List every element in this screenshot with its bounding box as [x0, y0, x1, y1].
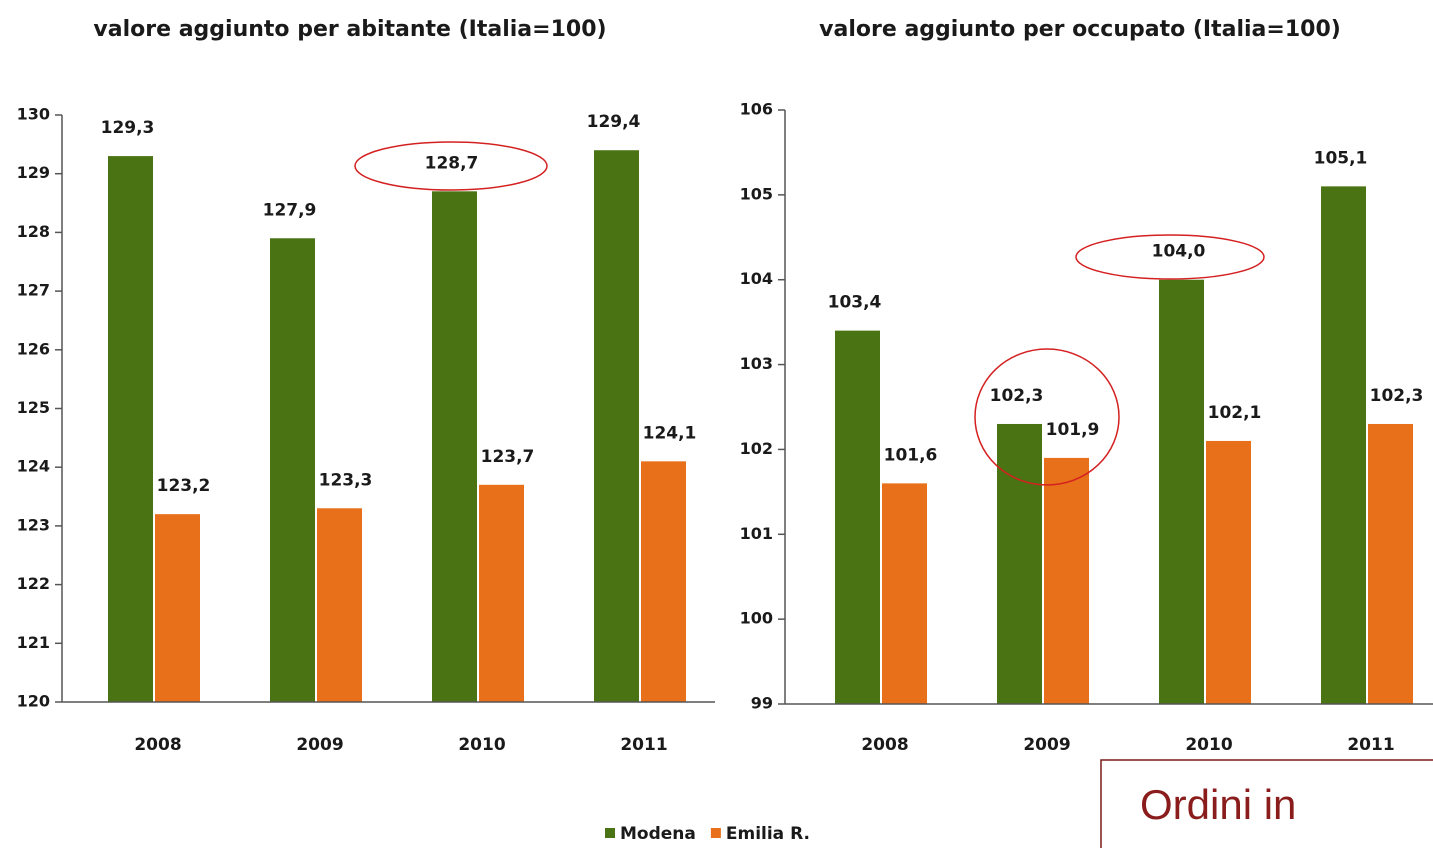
- bar: [882, 483, 927, 704]
- bar: [155, 514, 200, 702]
- data-label: 129,4: [587, 112, 641, 132]
- x-tick-label: 2009: [296, 735, 343, 755]
- bar: [1159, 279, 1204, 704]
- x-tick-label: 2010: [1185, 735, 1232, 755]
- legend-label: Modena: [620, 824, 696, 844]
- data-label: 127,9: [263, 200, 317, 220]
- y-tick-label: 104: [740, 269, 773, 288]
- data-label: 104,0: [1152, 242, 1206, 262]
- data-label: 123,2: [157, 476, 211, 496]
- y-tick-label: 128: [17, 222, 50, 241]
- data-label: 123,7: [481, 447, 535, 467]
- overlay-text: Ordini in: [1140, 781, 1296, 828]
- data-label: 102,3: [1370, 386, 1424, 406]
- bar: [997, 423, 1042, 704]
- annotation-ellipse: [974, 348, 1120, 486]
- bar: [108, 156, 153, 703]
- data-label: 123,3: [319, 470, 373, 490]
- bar: [479, 484, 524, 702]
- y-tick-label: 106: [740, 100, 773, 119]
- data-label: 128,7: [425, 153, 479, 173]
- y-tick-label: 100: [740, 609, 773, 628]
- y-tick-label: 121: [17, 633, 50, 652]
- bar: [1321, 186, 1366, 704]
- bar: [1206, 440, 1251, 704]
- y-tick-label: 127: [17, 281, 50, 300]
- bar: [1044, 457, 1089, 704]
- legend-label: Emilia R.: [726, 824, 810, 844]
- x-tick-label: 2008: [861, 735, 908, 755]
- y-tick-label: 103: [740, 354, 773, 373]
- bar: [1368, 423, 1413, 704]
- x-tick-label: 2011: [1347, 735, 1394, 755]
- y-tick-label: 105: [740, 184, 773, 203]
- overlay-box: [1100, 759, 1433, 848]
- y-tick-label: 123: [17, 515, 50, 534]
- data-label: 101,9: [1046, 420, 1100, 440]
- x-tick-label: 2010: [458, 735, 505, 755]
- legend-swatch: [605, 828, 615, 838]
- y-tick-label: 126: [17, 339, 50, 358]
- x-tick-label: 2008: [134, 735, 181, 755]
- bar: [835, 330, 880, 704]
- y-tick-label: 124: [17, 457, 50, 476]
- data-label: 103,4: [828, 293, 882, 313]
- x-tick-label: 2011: [620, 735, 667, 755]
- y-tick-label: 101: [740, 524, 773, 543]
- y-tick-label: 102: [740, 439, 773, 458]
- legend-swatch: [710, 828, 721, 838]
- data-label: 129,3: [101, 118, 155, 138]
- data-label: 102,1: [1208, 403, 1262, 423]
- x-tick-label: 2009: [1023, 735, 1070, 755]
- y-tick-label: 130: [17, 105, 50, 124]
- data-label: 101,6: [884, 445, 938, 465]
- bar: [432, 191, 477, 702]
- bar: [270, 238, 315, 702]
- bar: [594, 150, 639, 703]
- bar: [317, 508, 362, 702]
- data-label: 102,3: [990, 386, 1044, 406]
- y-tick-label: 120: [17, 692, 50, 711]
- chart-title: valore aggiunto per occupato (Italia=100…: [819, 17, 1341, 42]
- annotation-ellipse: [1075, 234, 1265, 280]
- bar: [641, 461, 686, 702]
- data-label: 105,1: [1314, 148, 1368, 168]
- y-tick-label: 99: [751, 694, 773, 713]
- data-label: 124,1: [643, 423, 697, 443]
- annotation-ellipse: [354, 141, 548, 191]
- chart-title: valore aggiunto per abitante (Italia=100…: [93, 17, 606, 42]
- y-tick-label: 125: [17, 398, 50, 417]
- y-tick-label: 129: [17, 163, 50, 182]
- y-tick-label: 122: [17, 574, 50, 593]
